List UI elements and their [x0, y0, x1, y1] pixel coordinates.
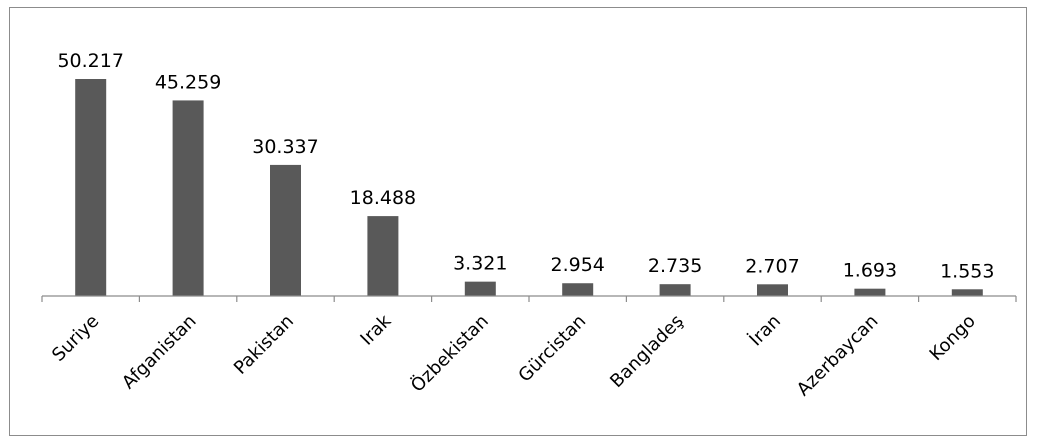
data-label: 2.954 — [550, 254, 604, 276]
data-label: 3.321 — [453, 253, 507, 275]
data-label: 45.259 — [155, 71, 221, 93]
bar — [951, 289, 983, 296]
x-axis-ticks — [41, 296, 1017, 302]
x-tick-label: Afganistan — [118, 311, 201, 394]
data-label: 18.488 — [350, 187, 416, 209]
x-tick-label: Pakistan — [230, 311, 298, 379]
x-tick-label: Bangladeş — [606, 311, 687, 392]
bar — [75, 79, 107, 296]
data-labels-group: 50.217 45.259 30.337 18.488 3.321 2.954 2.735 2… — [57, 50, 994, 282]
data-label: 2.707 — [745, 255, 799, 277]
x-tick-label: Suriye — [48, 311, 103, 366]
bar — [172, 100, 204, 296]
bar — [562, 283, 594, 296]
x-tick-label: Azerbaycan — [793, 311, 883, 401]
x-tick-label: Irak — [356, 310, 395, 349]
x-tick-label: Özbekistan — [406, 310, 493, 397]
x-tick-label: İran — [745, 311, 785, 351]
data-label: 30.337 — [252, 136, 318, 158]
data-label: 1.553 — [940, 260, 994, 282]
bar — [367, 216, 399, 296]
bar — [270, 164, 301, 296]
bar — [757, 284, 788, 296]
bar — [854, 288, 886, 296]
data-label: 1.693 — [843, 260, 897, 282]
bar — [659, 284, 691, 296]
bar — [464, 281, 496, 296]
x-tick-label: Gürcistan — [514, 311, 590, 387]
bars-group — [75, 79, 983, 296]
data-label: 50.217 — [57, 50, 123, 72]
x-tick-labels-group: Suriye Afganistan Pakistan Irak Özbekistan Gü… — [48, 310, 980, 400]
x-tick-label: Kongo — [926, 311, 980, 365]
data-label: 2.735 — [648, 255, 702, 277]
